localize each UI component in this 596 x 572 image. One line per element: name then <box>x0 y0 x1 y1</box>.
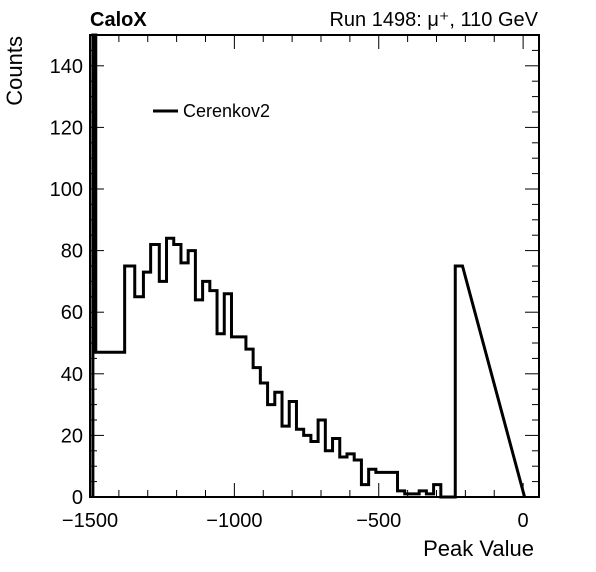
header-right-label: Run 1498: μ⁺, 110 GeV <box>329 9 538 31</box>
legend-label-cerenkov2: Cerenkov2 <box>183 101 270 121</box>
y-tick-label: 0 <box>72 487 83 509</box>
plot-frame <box>89 34 540 498</box>
y-tick-label: 80 <box>61 241 83 263</box>
axes-group: −1500 −1000 −500 0 0 20 40 60 80 100 120 140 <box>50 35 539 532</box>
y-axis-title: Counts <box>2 36 27 106</box>
x-axis-title: Peak Value <box>423 536 534 561</box>
x-tick-label: −1500 <box>62 510 118 532</box>
legend: Cerenkov2 <box>153 101 270 121</box>
y-tick-label: 20 <box>61 425 83 447</box>
y-tick-label: 60 <box>61 302 83 324</box>
y-tick-label: 140 <box>50 56 83 78</box>
y-tick-label: 100 <box>50 179 83 201</box>
header-left-label: CaloX <box>90 9 147 31</box>
y-tick-label: 40 <box>61 364 83 386</box>
x-tick-label: −1000 <box>206 510 262 532</box>
x-tick-label: −500 <box>356 510 401 532</box>
series-cerenkov2-line <box>91 33 527 499</box>
y-tick-label: 120 <box>50 117 83 139</box>
x-tick-label: 0 <box>518 510 529 532</box>
